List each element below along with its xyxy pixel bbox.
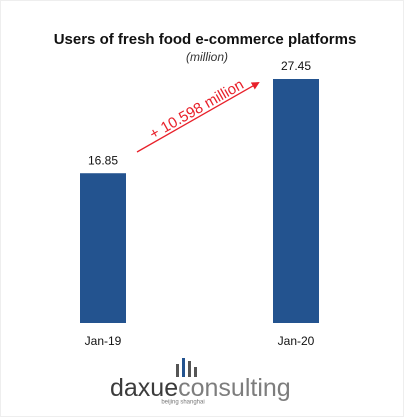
data-label: 27.45 <box>281 59 311 73</box>
x-tick-label: Jan-19 <box>85 334 122 348</box>
chart-subtitle: (million) <box>186 50 228 64</box>
logo-dark: daxue <box>110 374 178 402</box>
logo-icon <box>182 358 185 377</box>
x-tick-label: Jan-20 <box>278 334 315 348</box>
logo-light: consulting <box>178 374 291 402</box>
logo-text: daxueconsulting <box>110 374 291 402</box>
logo-icon <box>194 367 197 377</box>
logo-icon <box>188 361 191 377</box>
bar <box>273 79 319 323</box>
logo-tagline: beijing shanghai <box>161 400 204 406</box>
annotation-arrow <box>136 82 260 153</box>
chart-title: Users of fresh food e-commerce platforms <box>54 31 357 48</box>
logo-icon <box>176 364 179 377</box>
data-label: 16.85 <box>88 153 118 167</box>
bar <box>80 173 126 323</box>
logo: daxueconsulting beijing shanghai <box>110 358 291 406</box>
